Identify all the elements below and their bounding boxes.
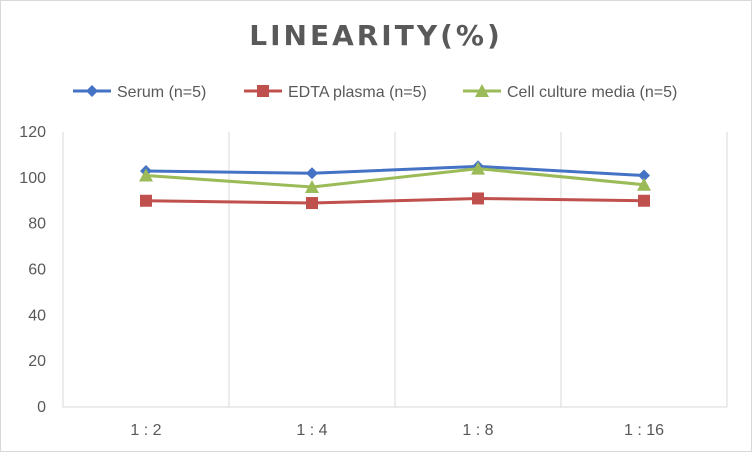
y-tick-label: 80: [28, 216, 46, 233]
legend-marker-2: [257, 85, 269, 97]
data-point-series-3: [305, 180, 319, 193]
data-point-series-2: [306, 197, 318, 210]
data-point-series-3: [139, 168, 153, 182]
series-line-3: [144, 167, 646, 189]
chart-title: LINEARITY(%): [249, 19, 503, 52]
y-tick-label: 0: [37, 399, 46, 416]
legend-label-3: Cell culture media (n=5): [507, 84, 677, 101]
x-tick-label: 1 : 16: [624, 422, 664, 439]
y-tick-label: 60: [28, 262, 46, 279]
x-tick-label: 1 : 8: [462, 422, 493, 439]
series-line-2: [144, 196, 646, 205]
data-point-series-3: [637, 177, 651, 191]
y-tick-label: 20: [28, 353, 46, 370]
data-point-series-2: [472, 192, 484, 205]
legend-label-2: EDTA plasma (n=5): [288, 84, 427, 101]
series-line-1: [144, 164, 646, 178]
legend-marker-3: [475, 84, 489, 97]
data-point-series-2: [638, 194, 650, 207]
data-point-series-1: [638, 169, 650, 182]
legend-marker-1: [86, 85, 98, 97]
y-tick-label: 100: [19, 170, 46, 187]
y-tick-label: 40: [28, 307, 46, 324]
data-point-series-2: [140, 194, 152, 207]
legend-label-1: Serum (n=5): [117, 84, 206, 101]
y-tick-label: 120: [19, 124, 46, 141]
data-point-series-3: [471, 161, 485, 175]
x-tick-label: 1 : 2: [130, 422, 161, 439]
x-tick-label: 1 : 4: [296, 422, 327, 439]
data-point-series-1: [306, 167, 318, 180]
